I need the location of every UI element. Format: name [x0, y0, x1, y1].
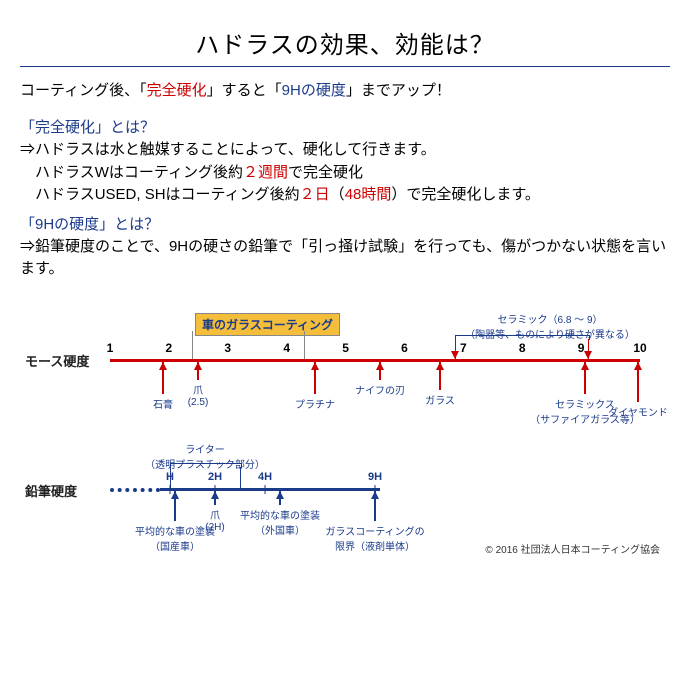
copyright: © 2016 社団法人日本コーティング協会 [485, 541, 660, 556]
pencil-item-label: 平均的な車の塗装（国産車） [135, 523, 215, 553]
mohs-tick: 3 [224, 341, 231, 355]
section2-head: 「9Hの硬度」とは？ [20, 213, 670, 234]
pencil-item-label: ガラスコーティングの限界（液剤単体） [325, 523, 424, 553]
pencil-tick: 9H [368, 471, 382, 483]
section2-body: ⇒鉛筆硬度のことで、9Hの硬さの鉛筆で「引っ掻け試験」を行っても、傷がつかない状… [20, 236, 670, 281]
pencil-item-label: 平均的な車の塗装（外国車） [240, 507, 320, 537]
pencil-dash [110, 488, 160, 492]
section1-head: 「完全硬化」とは？ [20, 116, 670, 137]
pencil-top-label: ライター（透明プラスチック部分） [145, 441, 265, 471]
pencil-item-label: 爪(2H) [205, 507, 224, 533]
mohs-tick: 6 [401, 341, 408, 355]
mohs-tick: 4 [283, 341, 290, 355]
mohs-item-label: 石膏 [153, 396, 173, 411]
mohs-top-label: セラミック（6.8 ～ 9）（陶器等、ものにより硬さが異なる） [465, 311, 635, 341]
mohs-tick: 8 [519, 341, 526, 355]
mohs-tick: 7 [460, 341, 467, 355]
mohs-tick: 1 [107, 341, 114, 355]
intro-text: コーティング後、「完全硬化」すると「9Hの硬度」までアップ！ [20, 79, 670, 100]
pencil-tick: 4H [258, 471, 272, 483]
page-title: ハドラスの効果、効能は？ [20, 25, 670, 60]
pencil-scale-label: 鉛筆硬度 [25, 481, 77, 500]
mohs-item-label: 爪(2.5) [188, 382, 209, 408]
pencil-axis [160, 488, 380, 491]
mohs-tick: 2 [166, 341, 173, 355]
mohs-item-label: ガラス [425, 392, 455, 407]
section1-body: ⇒ハドラスは水と触媒することによって、硬化して行きます。 ハドラスWはコーティン… [20, 139, 670, 207]
hardness-chart: モース硬度 車のガラスコーティング 鉛筆硬度 © 2016 社団法人日本コーティ… [30, 291, 660, 551]
mohs-scale-label: モース硬度 [25, 351, 89, 370]
mohs-axis [110, 359, 640, 362]
mohs-item-label: ダイヤモンド [608, 404, 668, 419]
mohs-item-label: プラチナ [295, 396, 335, 411]
mohs-tick: 10 [633, 341, 646, 355]
mohs-tick: 5 [342, 341, 349, 355]
highlight-box: 車のガラスコーティング [195, 313, 340, 336]
divider [20, 66, 670, 67]
mohs-item-label: ナイフの刃 [355, 382, 405, 397]
pencil-tick: 2H [208, 471, 222, 483]
